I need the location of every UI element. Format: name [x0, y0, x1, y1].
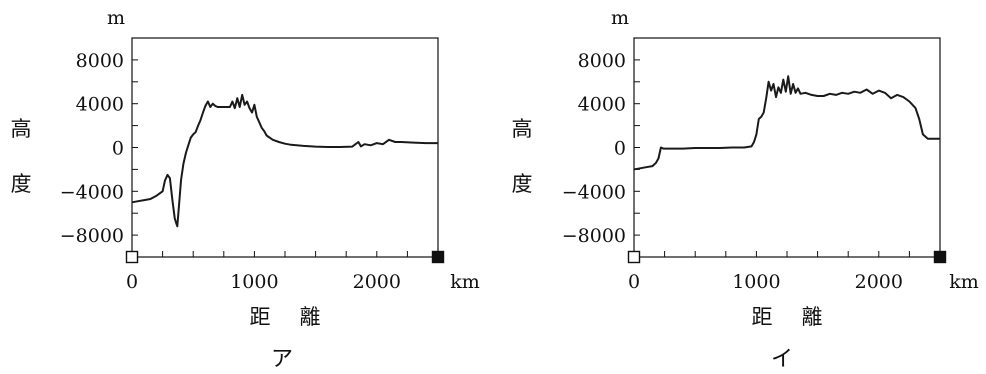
y-tick-label: −8000 [60, 225, 124, 247]
elevation-profile-line [131, 93, 438, 228]
chart-caption: イ [771, 347, 793, 372]
y-axis-label-char: 度 [11, 172, 32, 196]
y-tick-label: 4000 [578, 94, 626, 116]
y-tick-label: 8000 [76, 50, 124, 72]
elevation-profile-line [633, 75, 940, 171]
y-tick-label: −4000 [60, 181, 124, 203]
y-axis-label-char: 高 [512, 117, 533, 141]
y-tick-label: −4000 [562, 181, 626, 203]
y-tick-label: 8000 [578, 50, 626, 72]
x-unit-label: km [949, 271, 979, 293]
y-unit-label: m [611, 7, 629, 29]
x-tick-label: 2000 [855, 271, 903, 293]
y-unit-label: m [107, 7, 125, 29]
x-axis-label-char: 離 [300, 305, 321, 329]
y-axis-label-char: 高 [11, 117, 32, 141]
end-point-marker [431, 250, 445, 264]
chart-i: 8000 4000 0 −4000 −8000 0 1000 2000 m km 高度距 離イ [512, 7, 979, 372]
start-point-marker [125, 250, 139, 264]
y-tick-label: 4000 [76, 94, 124, 116]
x-tick-label: 0 [126, 271, 138, 293]
x-tick-label: 2000 [353, 271, 401, 293]
y-tick-label: 0 [614, 138, 626, 160]
y-tick-label: −8000 [562, 225, 626, 247]
y-axis-label-char: 度 [512, 172, 533, 196]
x-tick-label: 0 [628, 271, 640, 293]
end-point-marker [933, 250, 947, 264]
chart-caption: ア [271, 347, 293, 372]
x-tick-label: 1000 [230, 271, 278, 293]
start-point-marker [627, 250, 641, 264]
x-axis-label-char: 距 [752, 305, 773, 329]
chart-a: 8000 4000 0 −4000 −8000 0 1000 2000 m km 高度距 離ア [11, 7, 480, 372]
x-axis-label-char: 離 [802, 305, 823, 329]
plot-frame [633, 37, 941, 258]
x-unit-label: km [450, 271, 480, 293]
y-tick-label: 0 [112, 138, 124, 160]
x-tick-label: 1000 [732, 271, 780, 293]
x-axis-label-char: 距 [250, 305, 271, 329]
